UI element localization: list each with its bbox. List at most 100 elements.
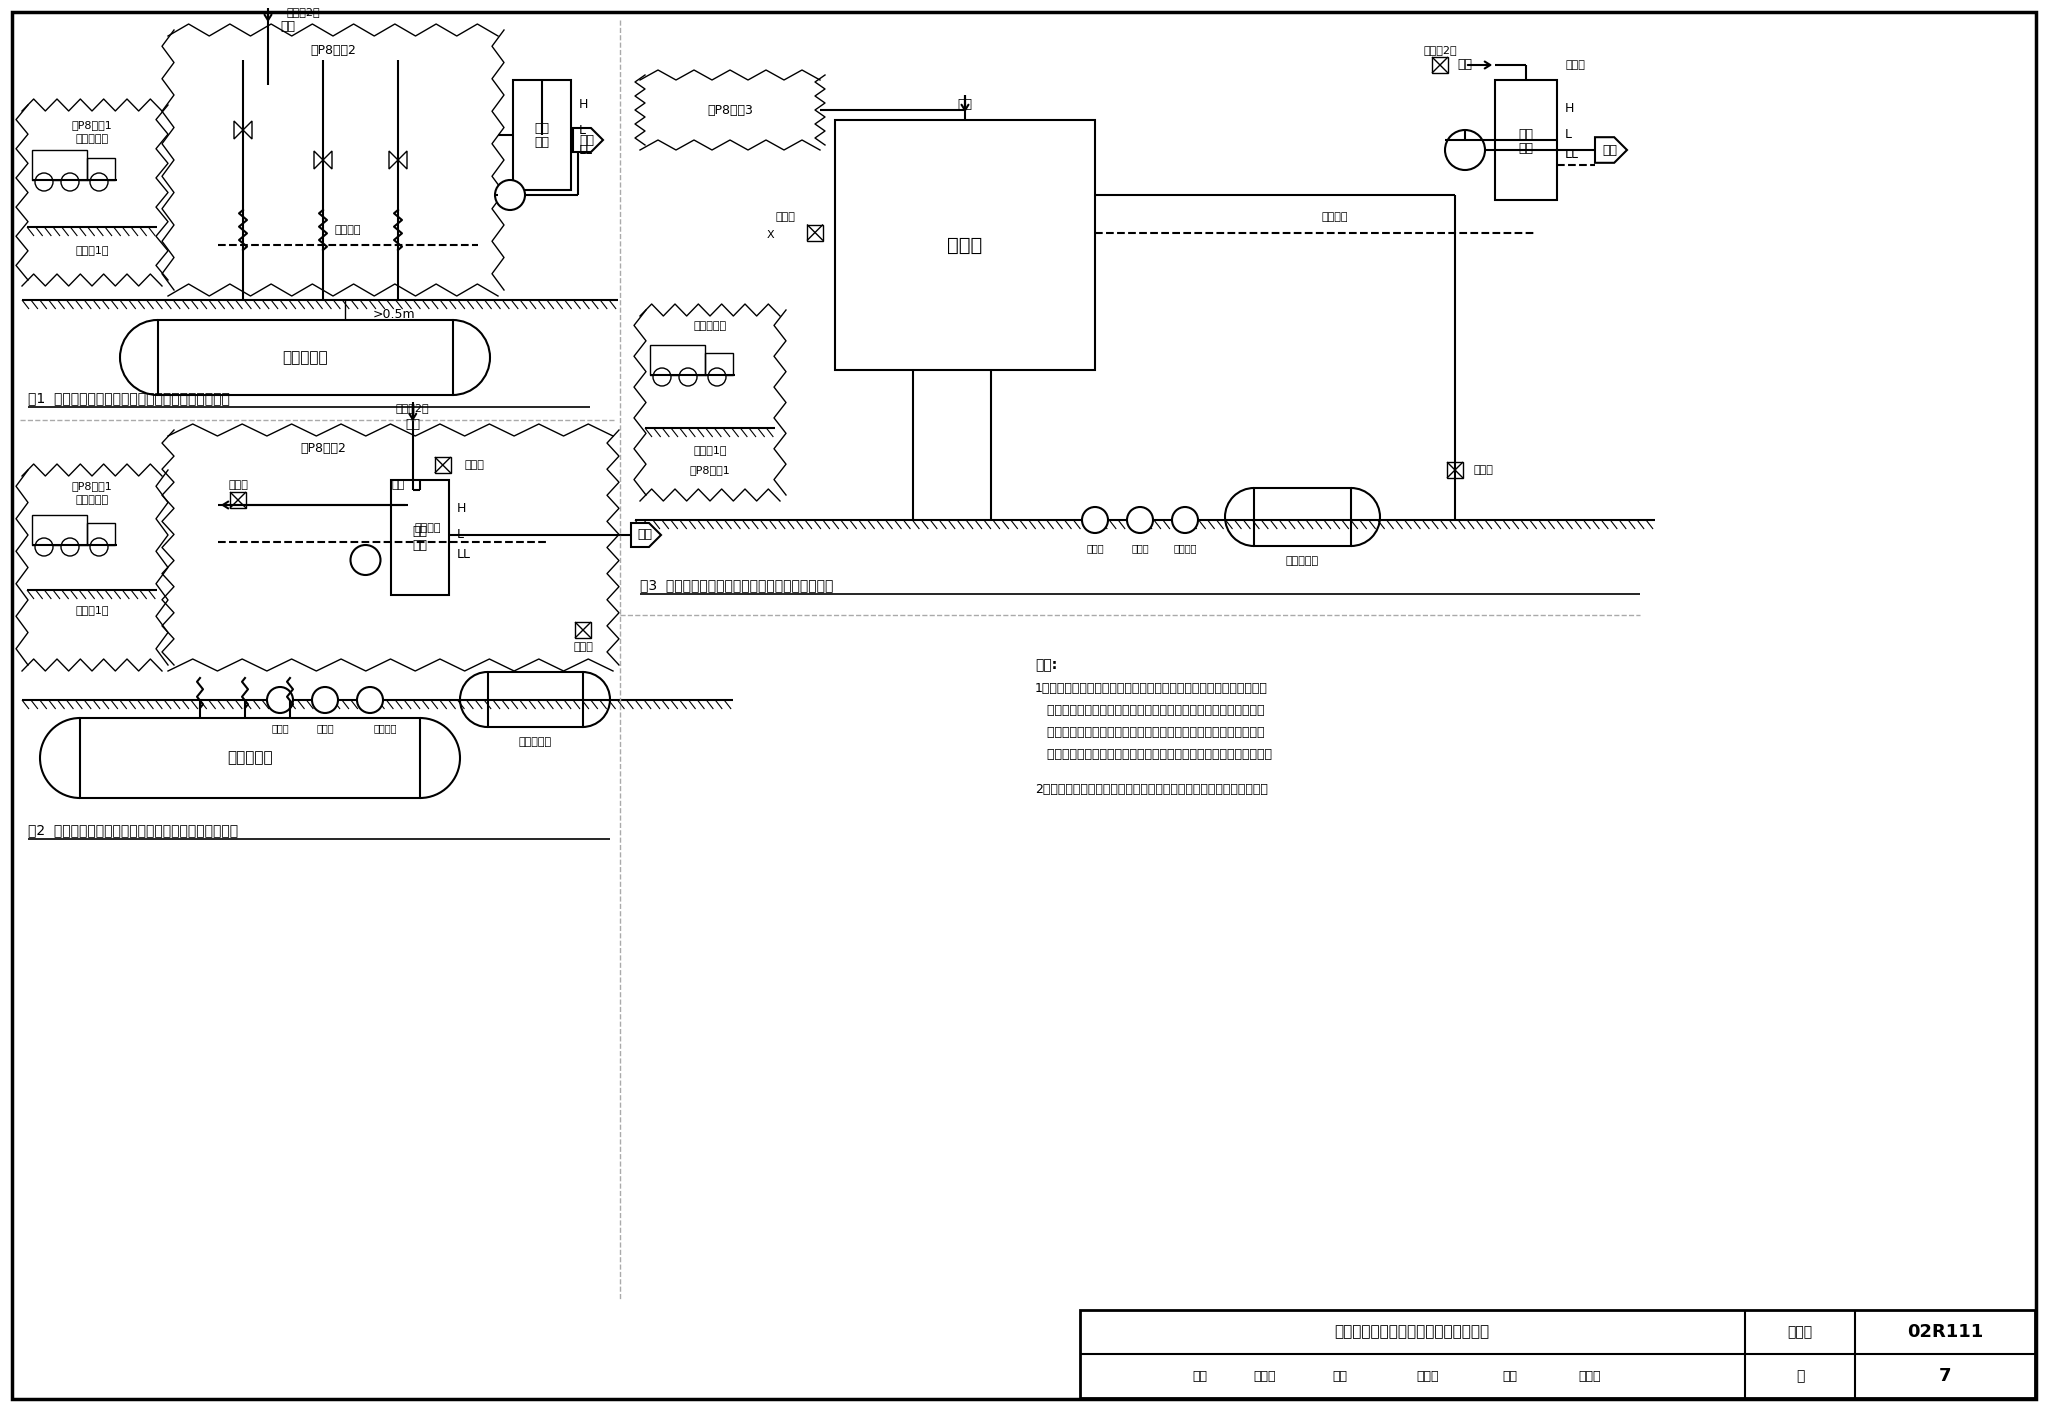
- Bar: [487, 672, 582, 727]
- Text: （附注2）: （附注2）: [395, 404, 430, 413]
- Text: 阻火器: 阻火器: [1565, 61, 1585, 71]
- Circle shape: [356, 687, 383, 713]
- Text: 乙么乙: 乙么乙: [1417, 1370, 1440, 1383]
- Text: 供油泵: 供油泵: [1130, 543, 1149, 553]
- Bar: [836, 120, 1096, 370]
- Circle shape: [1126, 507, 1153, 533]
- Text: 临时油泵: 临时油泵: [1174, 543, 1196, 553]
- Text: 诉制辉: 诉制辉: [1579, 1370, 1602, 1383]
- Text: 乙加乡: 乙加乡: [1253, 1370, 1276, 1383]
- Text: 临时管线: 临时管线: [416, 523, 440, 533]
- Text: 阻火器: 阻火器: [1473, 466, 1493, 476]
- Text: 泄油: 泄油: [958, 99, 973, 111]
- Text: 开盖以前进行；接地线的拆除应在装卸完毕、封闭罐盖以后进行。: 开盖以前进行；接地线的拆除应在装卸完毕、封闭罐盖以后进行。: [1034, 727, 1264, 739]
- Bar: [229, 492, 246, 508]
- Circle shape: [266, 687, 293, 713]
- Text: 见P8页图2: 见P8页图2: [309, 44, 356, 56]
- Text: 阻火器: 阻火器: [227, 480, 248, 490]
- Circle shape: [90, 174, 109, 190]
- Text: 1：油罐汽车在卸油过程中应采用专用的接地导线（可卷式）、夹子和: 1：油罐汽车在卸油过程中应采用专用的接地导线（可卷式）、夹子和: [1034, 682, 1268, 696]
- Text: 用户: 用户: [580, 134, 594, 147]
- Circle shape: [1446, 130, 1485, 169]
- Polygon shape: [631, 523, 662, 547]
- Circle shape: [709, 368, 725, 387]
- Circle shape: [496, 181, 524, 210]
- Text: 油箱: 油箱: [535, 137, 549, 150]
- Bar: [807, 224, 823, 240]
- Bar: [1495, 80, 1556, 200]
- Text: 日用: 日用: [535, 123, 549, 135]
- Text: （附注1）: （附注1）: [76, 246, 109, 255]
- Bar: [434, 457, 451, 473]
- Bar: [649, 346, 705, 375]
- Text: 见P8页图2: 见P8页图2: [301, 442, 346, 454]
- Text: （附注1）: （附注1）: [694, 444, 727, 454]
- Circle shape: [61, 174, 80, 190]
- Circle shape: [311, 687, 338, 713]
- Text: （附注1）: （附注1）: [76, 605, 109, 615]
- Bar: [1448, 461, 1462, 478]
- Text: 附注:: 附注:: [1034, 658, 1057, 672]
- Text: 埋式储油罐: 埋式储油罐: [283, 350, 328, 365]
- Bar: [1432, 56, 1448, 73]
- Text: >0.5m: >0.5m: [373, 309, 416, 322]
- Text: 供油: 供油: [406, 419, 420, 432]
- Circle shape: [35, 538, 53, 556]
- Text: 临时油泵: 临时油泵: [373, 722, 397, 732]
- Bar: [86, 523, 115, 545]
- Bar: [512, 80, 571, 190]
- Text: L: L: [457, 529, 463, 542]
- Text: 汽车油罐车: 汽车油罐车: [76, 495, 109, 505]
- Text: 02R111: 02R111: [1907, 1324, 1982, 1340]
- Text: 图3  油泵与罐体分置的地上储油罐系统流程示意图: 图3 油泵与罐体分置的地上储油罐系统流程示意图: [639, 579, 834, 593]
- Text: 设计: 设计: [1503, 1370, 1518, 1383]
- Text: 日用: 日用: [412, 525, 426, 538]
- Text: 地下储油罐: 地下储油罐: [227, 751, 272, 766]
- Text: 阻火器: 阻火器: [774, 213, 795, 223]
- Bar: [86, 158, 115, 181]
- Bar: [80, 718, 420, 799]
- Text: 临时管线: 临时管线: [334, 224, 360, 236]
- Bar: [33, 515, 86, 545]
- Text: 页: 页: [1796, 1369, 1804, 1383]
- Text: 油箱: 油箱: [412, 539, 426, 552]
- Text: 见P8页图1: 见P8页图1: [690, 466, 731, 476]
- Text: 2：日用油箱与地埋式油罐间的油泵、管路间也应参照以上要求执行。: 2：日用油箱与地埋式油罐间的油泵、管路间也应参照以上要求执行。: [1034, 783, 1268, 796]
- Circle shape: [1171, 507, 1198, 533]
- Text: 7: 7: [1939, 1367, 1952, 1386]
- Text: 接地端子将罐车与装卸设备相互联接起来，接地线的联接应在油罐: 接地端子将罐车与装卸设备相互联接起来，接地线的联接应在油罐: [1034, 704, 1264, 717]
- Text: 临时管线: 临时管线: [1321, 213, 1348, 223]
- Text: 油箱: 油箱: [1518, 141, 1534, 154]
- Text: （附注2）: （附注2）: [1423, 45, 1456, 55]
- Text: 汽车油罐车: 汽车油罐车: [76, 134, 109, 144]
- Text: 图1  油泵在罐体上的直埋地下储油罐系统流程示意图: 图1 油泵在罐体上的直埋地下储油罐系统流程示意图: [29, 391, 229, 405]
- Text: 见P8页图1: 见P8页图1: [72, 481, 113, 491]
- Bar: [575, 622, 592, 638]
- Text: LL: LL: [457, 549, 471, 562]
- Text: 紧急卸油罐: 紧急卸油罐: [1286, 556, 1319, 566]
- Text: （附注2）: （附注2）: [287, 7, 319, 17]
- Text: 紧急卸油罐: 紧急卸油罐: [518, 737, 551, 746]
- Text: 见P8页图3: 见P8页图3: [707, 103, 754, 117]
- Bar: [391, 480, 449, 595]
- Text: 阻火器: 阻火器: [465, 460, 485, 470]
- Polygon shape: [573, 128, 602, 152]
- Text: 审核: 审核: [1192, 1370, 1208, 1383]
- Bar: [1253, 488, 1352, 546]
- Circle shape: [90, 538, 109, 556]
- Text: 用户: 用户: [637, 529, 651, 542]
- Bar: [33, 150, 86, 181]
- Text: 供油泵: 供油泵: [270, 722, 289, 732]
- Text: L: L: [580, 124, 586, 137]
- Text: 储油罐防雷电、防静电系统流程示意图: 储油罐防雷电、防静电系统流程示意图: [1335, 1325, 1489, 1339]
- Text: 见P8页图1: 见P8页图1: [72, 120, 113, 130]
- Text: 有条件时可尽量采用接地设备与启动装卸用泵相互间能联锁的装置。: 有条件时可尽量采用接地设备与启动装卸用泵相互间能联锁的装置。: [1034, 748, 1272, 761]
- Circle shape: [61, 538, 80, 556]
- Text: 供油泵: 供油泵: [1085, 543, 1104, 553]
- Text: 储油罐: 储油罐: [948, 236, 983, 254]
- Text: 回油: 回油: [391, 480, 406, 490]
- Bar: [705, 353, 733, 375]
- Text: X: X: [766, 230, 774, 240]
- Text: 校对: 校对: [1333, 1370, 1348, 1383]
- Circle shape: [653, 368, 672, 387]
